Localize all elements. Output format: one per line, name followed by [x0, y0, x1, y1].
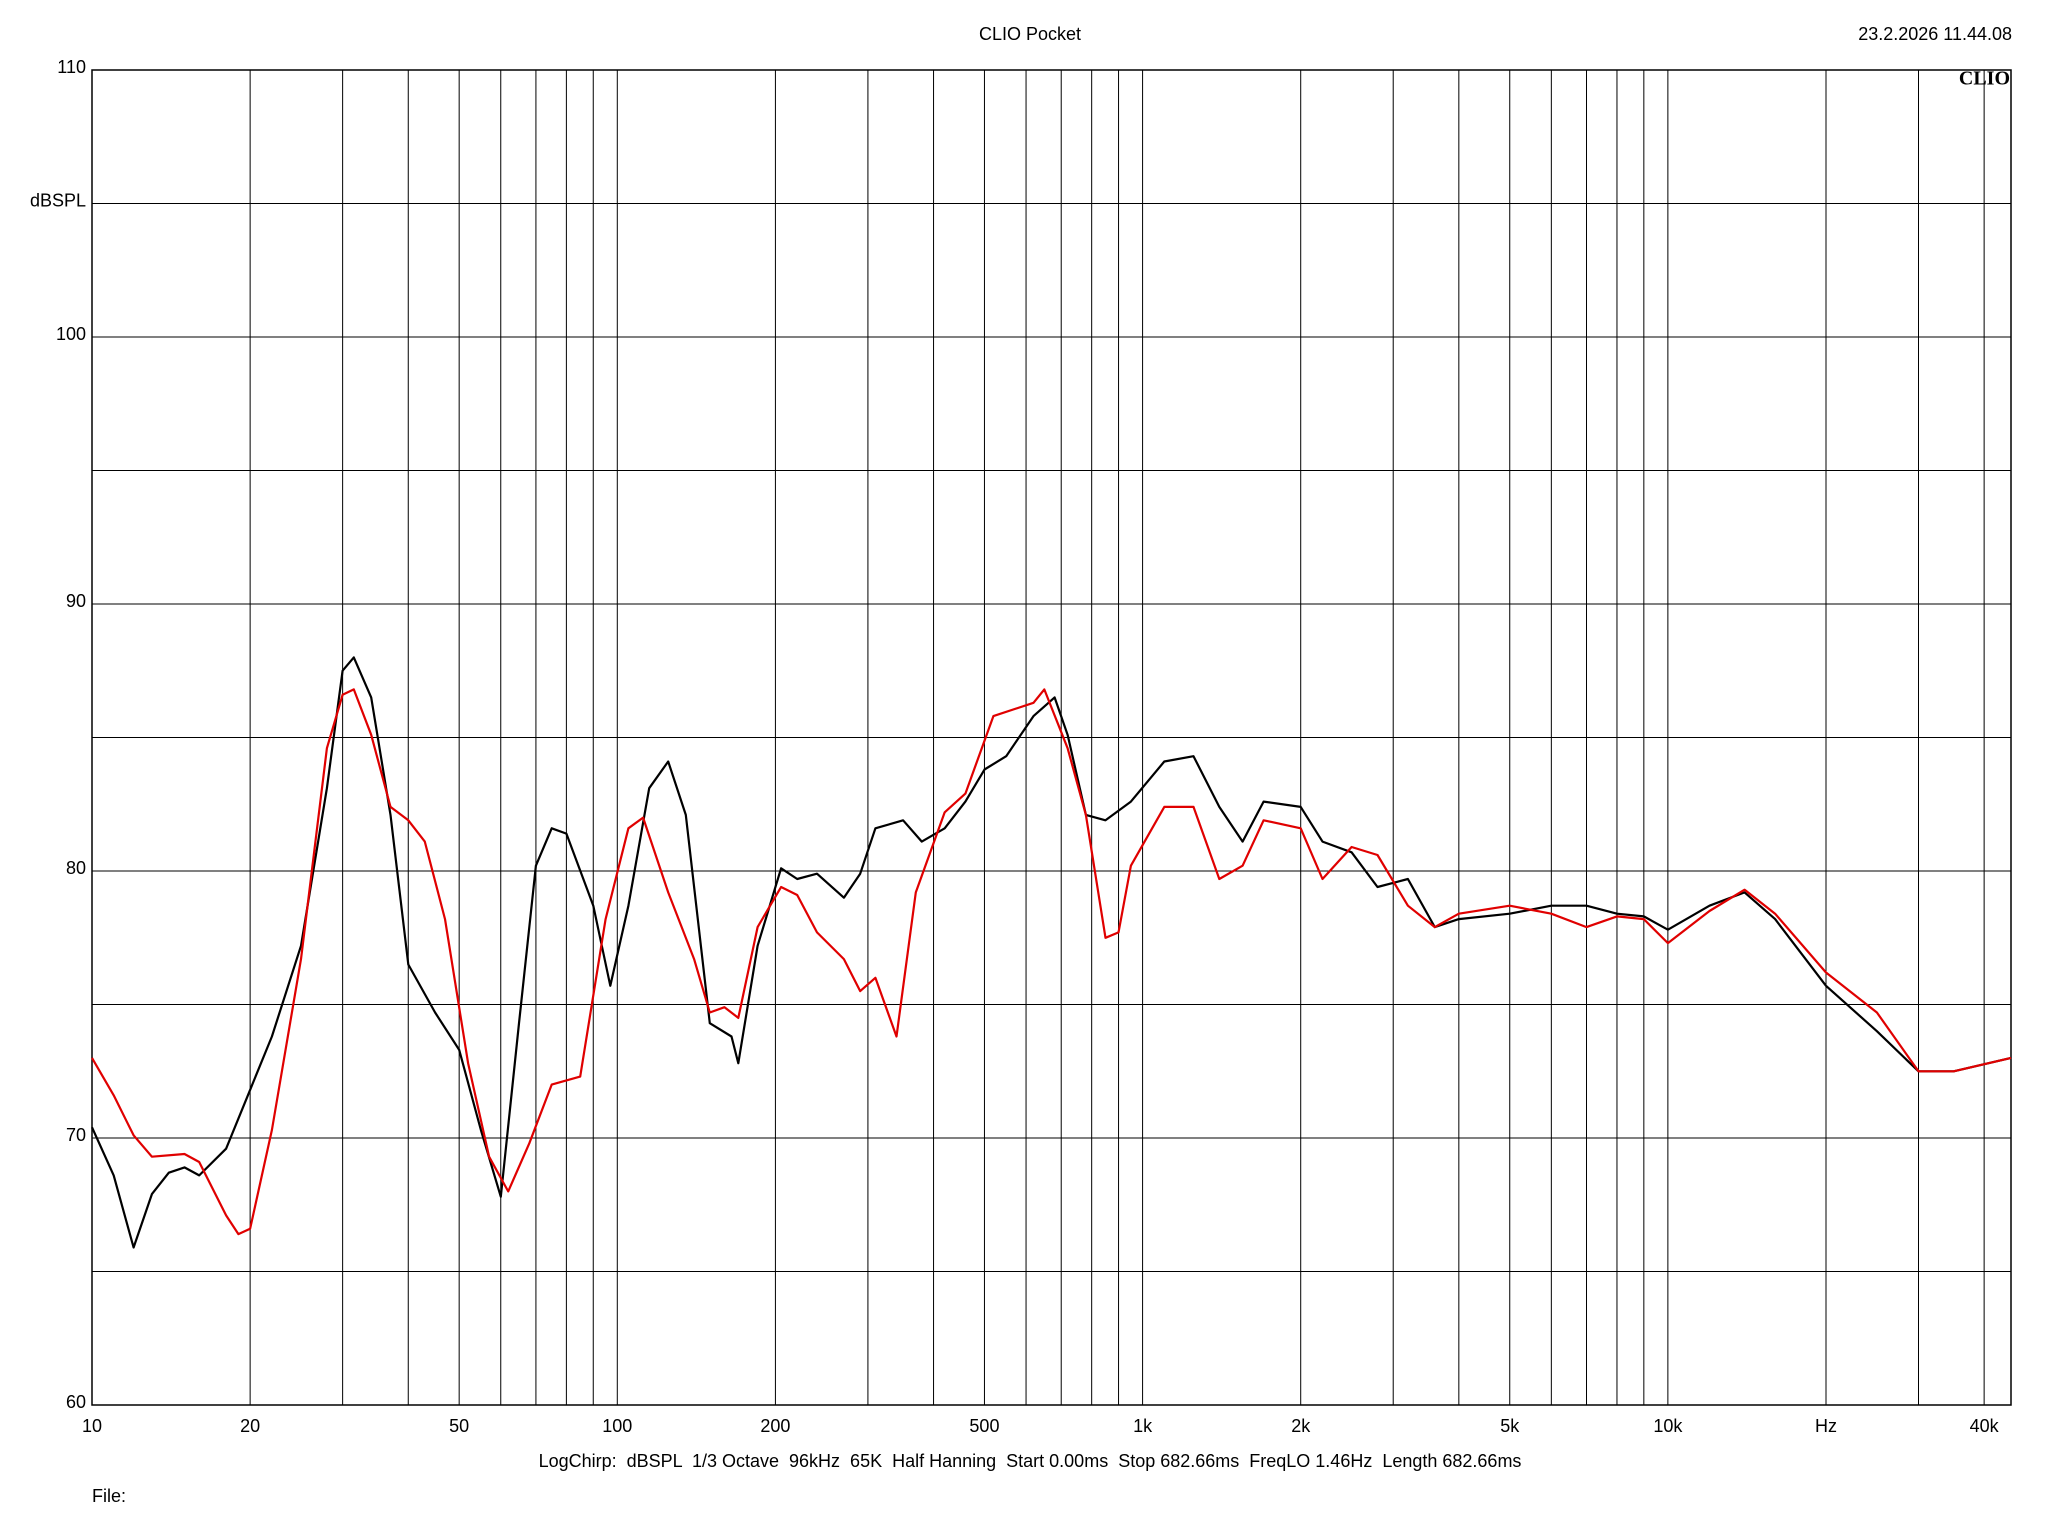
y-tick-label: 70	[66, 1125, 86, 1145]
x-tick-label: 500	[969, 1416, 999, 1436]
y-tick-label: 90	[66, 591, 86, 611]
x-tick-label: 20	[240, 1416, 260, 1436]
x-tick-label: 10k	[1653, 1416, 1683, 1436]
y-tick-label: 100	[56, 324, 86, 344]
chart-title: CLIO Pocket	[979, 24, 1081, 44]
y-tick-label: 110	[57, 57, 86, 77]
timestamp: 23.2.2026 11.44.08	[1858, 24, 2012, 44]
x-tick-label: 2k	[1291, 1416, 1311, 1436]
x-tick-label: 10	[82, 1416, 102, 1436]
x-tick-label: 50	[449, 1416, 469, 1436]
y-tick-label: 60	[66, 1392, 86, 1412]
series-line	[91, 688, 2012, 1236]
x-tick-label: 5k	[1500, 1416, 1520, 1436]
y-tick-label: 80	[66, 858, 86, 878]
file-label: File:	[92, 1486, 126, 1506]
footer: LogChirp: dBSPL 1/3 Octave 96kHz 65K Hal…	[539, 1451, 1522, 1471]
x-tick-label: 100	[602, 1416, 632, 1436]
x-tick-label: 1k	[1133, 1416, 1153, 1436]
x-tick-label: 200	[760, 1416, 790, 1436]
plot-frame	[91, 69, 2012, 1406]
x-tick-label: Hz	[1815, 1416, 1837, 1436]
x-tick-label: 40k	[1970, 1416, 2000, 1436]
y-tick-label: dBSPL	[30, 190, 86, 210]
series-line	[90, 656, 2012, 1249]
